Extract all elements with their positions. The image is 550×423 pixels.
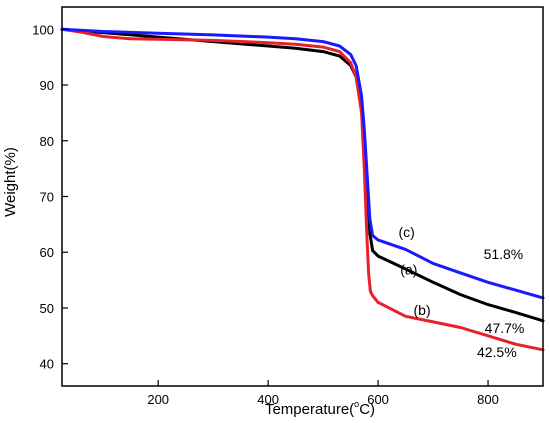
x-tick-label: 200	[147, 392, 169, 407]
x-axis-title: Temperature(oC)	[265, 399, 375, 418]
data-annotation: (b)	[414, 302, 431, 318]
y-tick-label: 50	[40, 301, 54, 316]
y-tick-label: 90	[40, 78, 54, 93]
y-tick-label: 80	[40, 134, 54, 149]
annotation-layer: (c) (a) (b) 51.8% 47.7% 42.5%	[399, 224, 525, 360]
series-line-2	[60, 27, 545, 300]
x-tick-label: 400	[257, 392, 279, 407]
series-layer	[60, 27, 545, 352]
data-annotation: 47.7%	[485, 320, 525, 336]
series-line-1	[60, 27, 545, 352]
y-tick-label: 40	[40, 357, 54, 372]
x-tick-label: 800	[477, 392, 499, 407]
data-annotation: (a)	[400, 262, 417, 278]
y-tick-label: 100	[32, 22, 54, 37]
data-annotation: 42.5%	[477, 344, 517, 360]
y-axis-title: Weight(%)	[2, 147, 19, 217]
y-tick-label: 60	[40, 245, 54, 260]
data-annotation: (c)	[399, 224, 415, 240]
tick-layer: 200 400 600 800 40 50 60 70 80 90 100	[32, 22, 499, 407]
y-tick-label: 70	[40, 190, 54, 205]
data-annotation: 51.8%	[484, 246, 524, 262]
x-tick-label: 600	[367, 392, 389, 407]
